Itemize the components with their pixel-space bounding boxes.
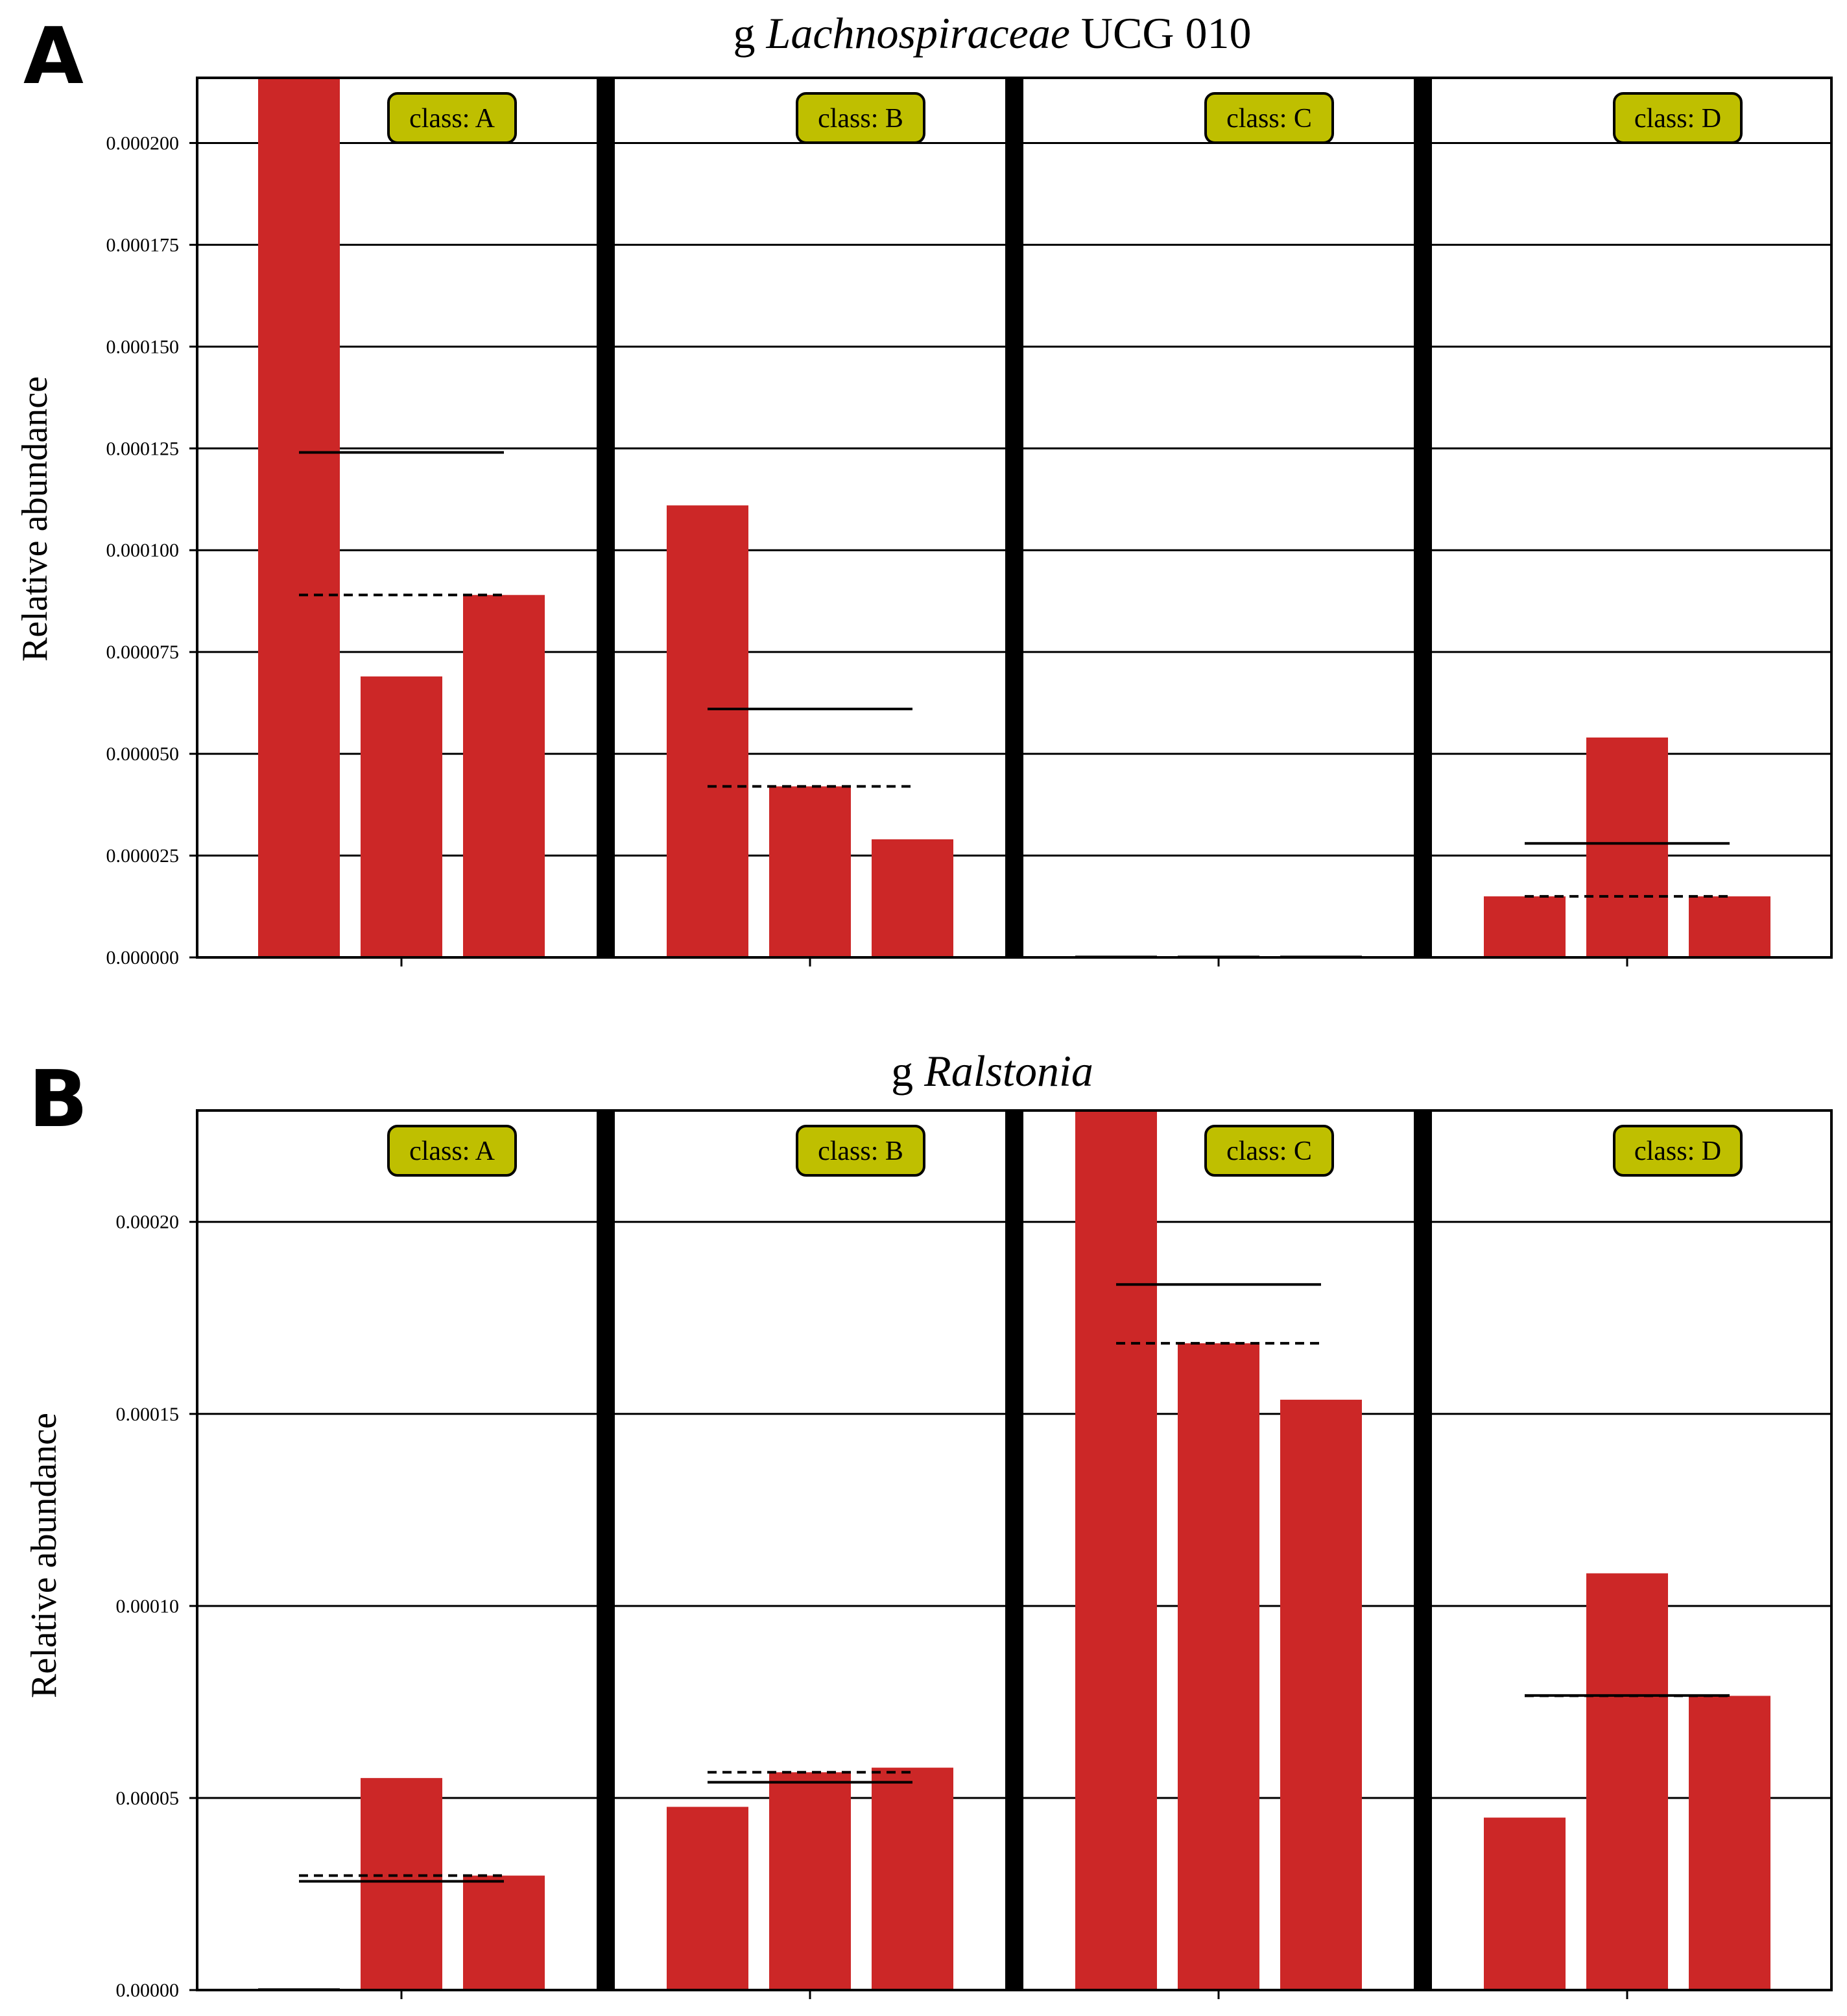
panel-letter-a: A: [23, 12, 84, 102]
panel-a-bar: [258, 78, 340, 957]
panel-a-class-label: class: B: [818, 104, 903, 134]
panel-a: A g Lachnospiraceae UCG 010 Relative abu…: [15, 8, 1833, 968]
panel-a-y-tick-label: 0.000175: [106, 234, 180, 256]
panel-a-group-separator: [1414, 78, 1432, 957]
panel-b-bar: [667, 1806, 748, 1990]
panel-a-title: g Lachnospiraceae UCG 010: [733, 8, 1252, 58]
panel-a-class-label: class: A: [409, 104, 495, 134]
panel-a-y-tick-label: 0.000075: [106, 642, 180, 663]
panel-b-bar: [1689, 1696, 1770, 1990]
panel-a-group-separator: [597, 78, 615, 957]
panel-a-bar: [361, 676, 442, 957]
panel-b-y-axis-label: Relative abundance: [24, 1413, 64, 1698]
panel-a-bar: [463, 595, 545, 957]
panel-b-class-label-box: [387, 1125, 517, 1177]
panel-b-group-separator: [1005, 1110, 1023, 1990]
panel-b-bar: [1075, 1110, 1157, 1990]
panel-a-bar: [872, 839, 953, 957]
panel-b-bar: [463, 1875, 545, 1990]
panel-a-y-tick-label: 0.000050: [106, 743, 180, 765]
panel-a-class-label: class: C: [1226, 104, 1312, 134]
panel-b-group-separator: [1414, 1110, 1432, 1990]
panel-a-y-tick-label: 0.000150: [106, 336, 180, 357]
panel-a-bar: [667, 505, 748, 957]
panel-letter-b: B: [29, 1055, 88, 1145]
panel-b-class-label-box: [796, 1125, 925, 1177]
panel-b-class-label: class: D: [1634, 1136, 1721, 1166]
panel-b-bar: [1178, 1343, 1259, 1990]
panel-a-title-suffix: UCG 010: [1081, 8, 1252, 58]
panel-a-plot-frame: [196, 77, 1833, 959]
panel-a-bar: [1586, 738, 1668, 957]
panel-b-class-label-box: [1613, 1125, 1743, 1177]
panel-a-title-prefix: g: [733, 8, 756, 58]
panel-a-title-taxon: Lachnospiraceae: [766, 8, 1070, 58]
panel-b-bar: [872, 1768, 953, 1990]
panel-b-y-tick-label: 0.00020: [116, 1212, 180, 1233]
panel-a-y-tick-label: 0.000000: [106, 947, 180, 968]
panel-b-class-label-box: [1204, 1125, 1334, 1177]
panel-b-plot-frame: [196, 1109, 1833, 1991]
panel-b-y-tick-label: 0.00015: [116, 1404, 180, 1425]
panel-a-bar: [769, 786, 851, 957]
panel-a-y-tick-label: 0.000125: [106, 438, 180, 459]
panel-b-bar: [1280, 1399, 1362, 1990]
panel-b-y-tick-label: 0.00000: [116, 1980, 180, 2001]
panel-a-y-tick-label: 0.000200: [106, 132, 180, 154]
panel-a-y-axis-label: Relative abundance: [15, 376, 55, 662]
panel-a-class-label-box: [796, 92, 925, 144]
panel-b: B g Ralstonia Relative abundance 0.00000…: [24, 1046, 1833, 2001]
panel-b-class-label: class: C: [1226, 1136, 1312, 1166]
panel-b-y-tick-label: 0.00005: [116, 1788, 180, 1809]
panel-b-title: g Ralstonia: [891, 1046, 1093, 1096]
panel-a-class-label-box: [387, 92, 517, 144]
panel-b-group-separator: [597, 1110, 615, 1990]
panel-a-bar: [1689, 896, 1770, 957]
panel-b-class-label: class: A: [409, 1136, 495, 1166]
panel-b-bar: [361, 1778, 442, 1990]
panel-b-bar: [1586, 1573, 1668, 1990]
panel-b-y-tick-label: 0.00010: [116, 1596, 180, 1617]
panel-a-bar: [1484, 896, 1566, 957]
panel-b-class-label: class: B: [818, 1136, 903, 1166]
panel-a-group-separator: [1005, 78, 1023, 957]
panel-a-y-tick-label: 0.000100: [106, 540, 180, 561]
panel-b-title-prefix: g: [891, 1046, 913, 1096]
panel-b-title-taxon: Ralstonia: [924, 1046, 1093, 1096]
panel-a-class-label-box: [1204, 92, 1334, 144]
panel-a-class-label-box: [1613, 92, 1743, 144]
panel-b-bar: [769, 1772, 851, 1990]
panel-a-y-tick-label: 0.000025: [106, 845, 180, 867]
panel-a-class-label: class: D: [1634, 104, 1721, 134]
panel-b-bar: [1484, 1818, 1566, 1990]
